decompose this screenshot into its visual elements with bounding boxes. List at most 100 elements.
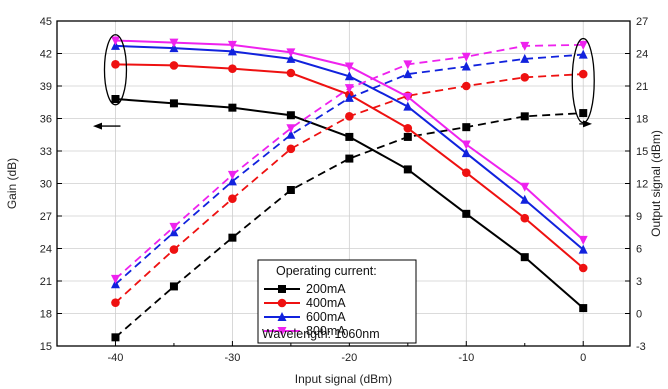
output-point-200ma <box>169 282 178 291</box>
gain-point-800ma <box>520 182 530 192</box>
gain-point-600ma <box>578 244 588 254</box>
y-right-tick-label: 27 <box>636 16 648 28</box>
y-axis-left-label: Gain (dB) <box>5 158 19 209</box>
y-right-tick-label: 15 <box>636 146 648 158</box>
legend-label-200ma: 200mA <box>306 282 346 296</box>
gain-point-200ma <box>345 132 354 141</box>
gain-point-800ma <box>403 92 413 102</box>
gain-point-200ma <box>169 99 178 108</box>
gain-point-600ma <box>344 71 354 81</box>
y-axis-right-label: Output signal (dBm) <box>649 130 663 237</box>
gain-point-800ma <box>344 62 354 72</box>
left-axis-arrowhead <box>93 122 102 130</box>
gain-point-200ma <box>579 304 588 313</box>
gain-point-800ma <box>578 235 588 245</box>
y-right-tick-label: 0 <box>636 309 642 321</box>
x-tick-label: -10 <box>458 352 474 364</box>
gain-point-800ma <box>461 140 471 150</box>
output-point-200ma <box>345 154 354 163</box>
legend: Operating current: 200mA400mA600mA800mA … <box>257 259 417 344</box>
y-right-tick-label: 24 <box>636 49 648 61</box>
output-point-600ma <box>403 69 413 79</box>
output-point-800ma <box>403 60 413 70</box>
legend-entry-200ma: 200mA <box>264 282 346 296</box>
gain-point-600ma <box>461 148 471 158</box>
legend-footer: Wavelength: 1060nm <box>262 327 380 341</box>
legend-entry-600ma: 600mA <box>264 310 346 324</box>
output-point-600ma <box>578 49 588 59</box>
gain-point-600ma <box>520 194 530 204</box>
gain-point-200ma <box>520 253 529 262</box>
legend-title: Operating current: <box>276 264 377 278</box>
gain-point-200ma <box>403 165 412 174</box>
gain-point-800ma <box>169 38 179 48</box>
output-point-800ma <box>110 274 120 284</box>
gain-point-400ma <box>111 60 120 69</box>
gain-point-800ma <box>286 48 296 58</box>
gain-point-600ma <box>227 46 237 56</box>
x-tick-label: -40 <box>108 352 124 364</box>
output-line-200ma <box>114 112 584 339</box>
legend-marker-800ma <box>277 327 287 336</box>
gain-point-400ma <box>520 213 530 223</box>
output-point-200ma <box>579 109 588 118</box>
annotations <box>93 34 595 130</box>
legend-label-800ma: 800mA <box>306 324 346 338</box>
y-left-tick-label: 18 <box>40 309 52 321</box>
y-right-tick-label: -3 <box>636 341 646 353</box>
x-tick-label: -30 <box>224 352 240 364</box>
x-tick-label: -20 <box>341 352 357 364</box>
output-point-200ma <box>520 112 529 121</box>
y-right-tick-label: 21 <box>636 81 648 93</box>
y-left-tick-label: 27 <box>40 211 52 223</box>
gain-point-600ma <box>403 101 413 111</box>
output-point-800ma <box>227 170 237 180</box>
gain-point-600ma <box>286 53 296 63</box>
y-left-tick-label: 24 <box>40 244 52 256</box>
output-point-800ma <box>286 124 296 134</box>
output-point-600ma <box>286 129 296 139</box>
y-left-tick-label: 33 <box>40 146 52 158</box>
output-point-800ma <box>169 222 179 232</box>
output-point-600ma <box>344 92 354 102</box>
axis-ticks: 1518212427303336394245-30369121518212427… <box>40 16 649 364</box>
output-point-800ma <box>520 41 530 51</box>
gain-point-200ma <box>462 209 471 218</box>
output-point-400ma <box>228 194 237 203</box>
output-point-200ma <box>111 333 120 342</box>
gain-point-200ma <box>228 103 237 112</box>
y-right-tick-label: 9 <box>636 211 642 223</box>
legend-marker-200ma <box>278 285 286 293</box>
output-point-200ma <box>286 186 295 194</box>
y-left-tick-label: 36 <box>40 114 52 126</box>
output-point-200ma <box>462 123 471 132</box>
y-right-tick-label: 18 <box>636 114 648 126</box>
y-right-tick-label: 6 <box>636 244 642 256</box>
output-point-200ma <box>403 132 412 141</box>
y-right-tick-label: 3 <box>636 276 642 288</box>
legend-label-600ma: 600mA <box>306 310 346 324</box>
series-200ma <box>111 95 588 342</box>
output-point-400ma <box>345 112 354 121</box>
gain-point-400ma <box>286 68 296 78</box>
output-point-400ma <box>169 245 179 254</box>
legend-entry-800ma: 800mA <box>264 324 346 338</box>
gain-point-800ma <box>110 36 120 46</box>
right-axis-arrowhead <box>583 120 592 128</box>
gain-point-400ma <box>403 123 413 133</box>
left-axis-ellipse <box>103 34 128 106</box>
output-point-400ma <box>520 73 530 82</box>
legend-marker-600ma <box>277 312 287 321</box>
output-point-400ma <box>461 81 471 91</box>
gain-point-400ma <box>578 263 588 273</box>
y-left-tick-label: 21 <box>40 276 52 288</box>
output-point-600ma <box>461 61 471 71</box>
legend-entry-400ma: 400mA <box>264 296 346 310</box>
output-point-800ma <box>461 52 471 62</box>
y-left-tick-label: 39 <box>40 81 52 93</box>
output-point-600ma <box>227 176 237 186</box>
x-tick-label: 0 <box>580 352 586 364</box>
output-point-800ma <box>344 84 354 94</box>
